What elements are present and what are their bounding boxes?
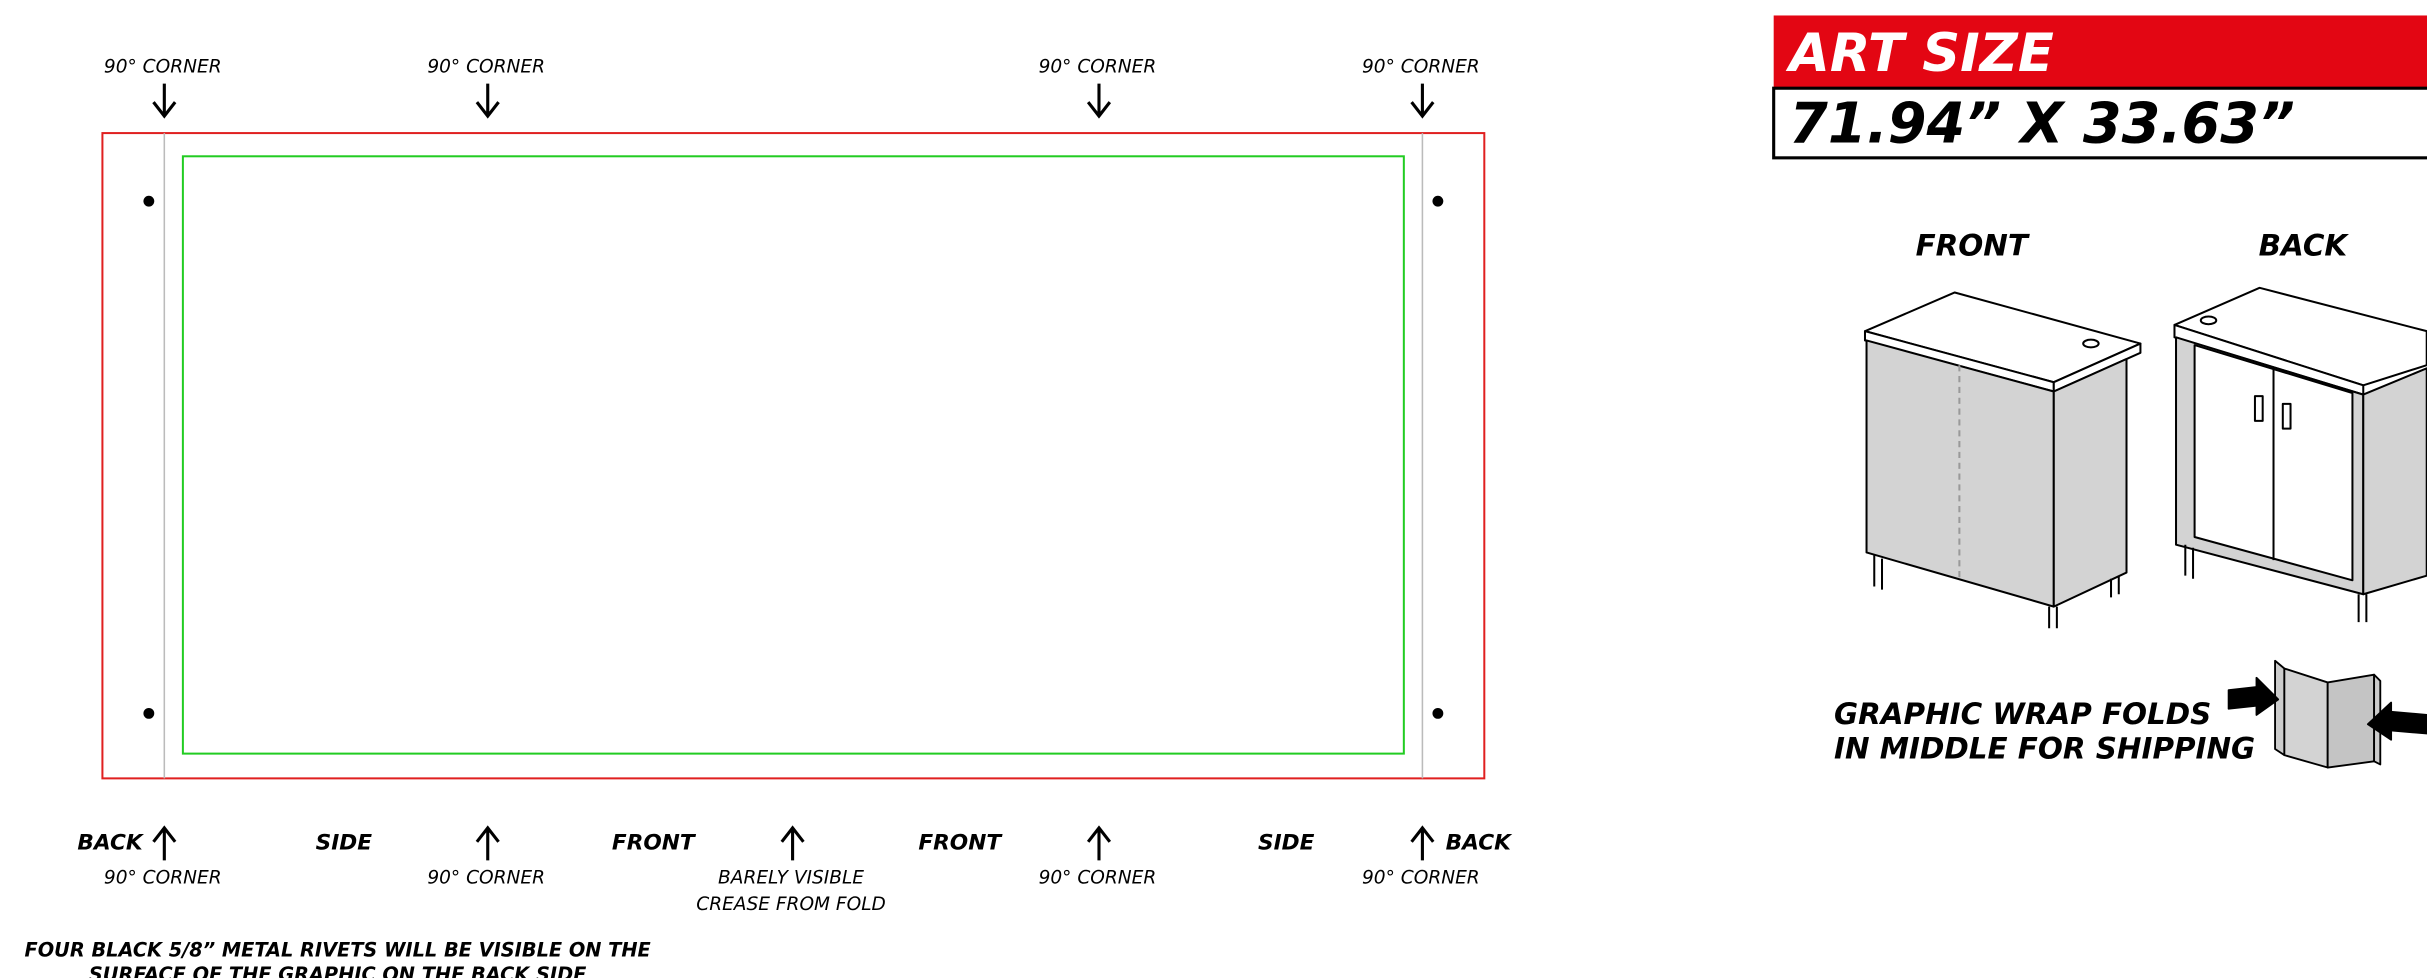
side-label: FRONT [918, 831, 1003, 856]
crease-note: CREASE FROM FOLD [696, 894, 886, 915]
side-label: SIDE [316, 831, 373, 856]
crease-note: BARELY VISIBLE [718, 868, 864, 889]
fold-note-line: IN MIDDLE FOR SHIPPING [1834, 731, 2255, 765]
art-size-value: 71.94” X 33.63” [1789, 91, 2295, 156]
up-arrows [152, 825, 1435, 861]
fold-note: GRAPHIC WRAP FOLDS IN MIDDLE FOR SHIPPIN… [1834, 697, 2255, 765]
rivet [143, 195, 155, 207]
arrow [1410, 825, 1435, 861]
corner-label: 90° CORNER [104, 868, 222, 889]
side-label: SIDE [1258, 831, 1315, 856]
art-size-header [1773, 15, 2427, 89]
side-labels: BACK SIDE FRONT FRONT SIDE BACK [77, 831, 1513, 856]
corner-label: 90° CORNER [1039, 868, 1157, 889]
side-label: FRONT [612, 831, 697, 856]
view-label: FRONT [1916, 228, 2030, 262]
side-label: BACK [77, 831, 144, 856]
rivet [143, 707, 155, 719]
art-size-title: ART SIZE [1785, 23, 2054, 84]
rivet-note-line: SURFACE OF THE GRAPHIC ON THE BACK SIDE [89, 963, 586, 978]
top-labels: 90° CORNER 90° CORNER 90° CORNER 90° COR… [104, 57, 1480, 78]
arrow [1410, 83, 1435, 119]
arrow [152, 825, 177, 861]
arrow [475, 825, 500, 861]
side-label: BACK [1446, 831, 1513, 856]
arrow [1086, 825, 1112, 861]
fold-icon [2227, 659, 2427, 769]
art-size-box [1772, 86, 2427, 160]
safe-area [181, 155, 1405, 755]
corner-label: 90° CORNER [104, 57, 222, 78]
corner-label: 90° CORNER [427, 868, 545, 889]
rivet [1432, 195, 1444, 207]
bleed-line [101, 132, 1486, 780]
arrow [152, 83, 177, 119]
corner-label: 90° CORNER [427, 57, 545, 78]
rivet-note: FOUR BLACK 5/8” METAL RIVETS WILL BE VIS… [25, 938, 651, 978]
view-label: BACK [2259, 228, 2350, 262]
rivets [143, 195, 1444, 719]
corner-label: 90° CORNER [1039, 57, 1157, 78]
arrow [475, 83, 500, 119]
fold-note-line: GRAPHIC WRAP FOLDS [1834, 697, 2211, 731]
down-arrows [152, 83, 1435, 119]
rivet-note-line: FOUR BLACK 5/8” METAL RIVETS WILL BE VIS… [25, 938, 651, 961]
front-cabinet [1863, 291, 2142, 629]
rivet [1432, 707, 1444, 719]
corner-label: 90° CORNER [1362, 868, 1480, 889]
arrow [1086, 83, 1112, 119]
bottom-corner-labels: 90° CORNER 90° CORNER 90° CORNER 90° COR… [104, 868, 1480, 915]
back-cabinet [2173, 286, 2427, 623]
corner-label: 90° CORNER [1362, 57, 1480, 78]
arrow [780, 825, 805, 861]
